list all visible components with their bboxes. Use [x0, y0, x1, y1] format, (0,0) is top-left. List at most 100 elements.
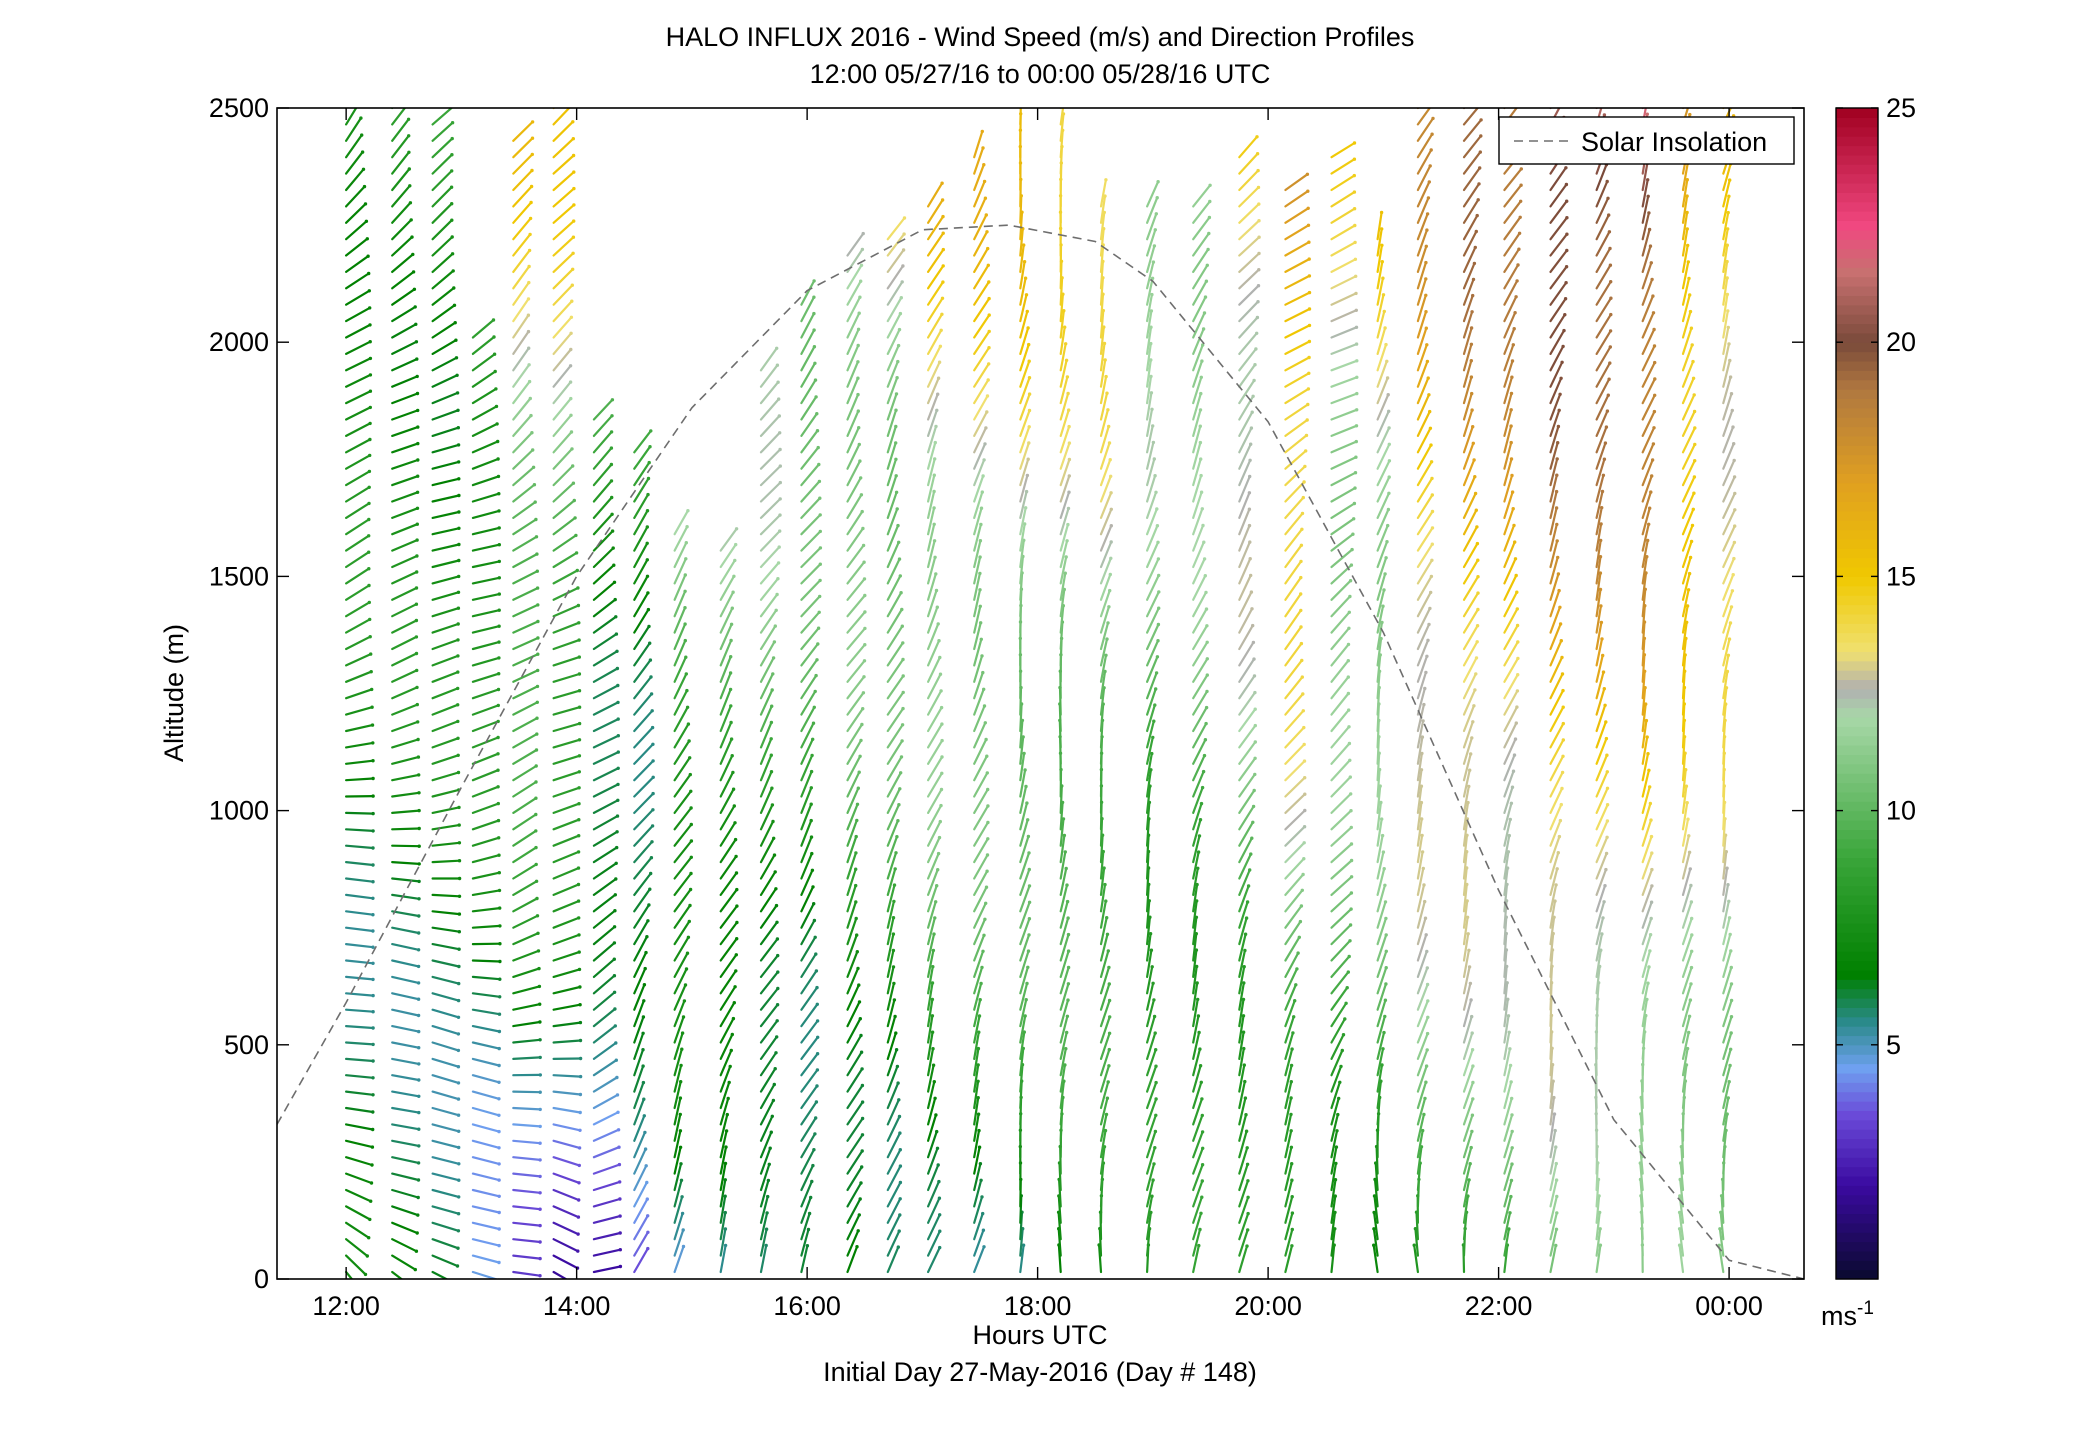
wind-vector-head — [498, 978, 501, 981]
wind-vector-head — [369, 406, 372, 409]
wind-vector-head — [572, 482, 575, 485]
wind-vector-head — [1204, 722, 1207, 725]
wind-vector-head — [1380, 244, 1383, 247]
wind-vector-head — [498, 560, 501, 563]
wind-vector-head — [902, 232, 905, 235]
colorbar-band — [1836, 623, 1878, 633]
wind-vector-head — [571, 268, 574, 271]
wind-vector-head — [371, 1110, 374, 1113]
wind-vector — [594, 784, 618, 796]
wind-vector-head — [1689, 982, 1692, 985]
wind-vector-head — [857, 344, 860, 347]
wind-vector-head — [854, 900, 857, 903]
wind-vector-head — [1355, 309, 1358, 312]
colorbar-band — [1836, 155, 1878, 165]
wind-vector-head — [859, 476, 862, 479]
wind-vector — [433, 375, 458, 386]
wind-vector-head — [457, 754, 460, 757]
wind-vector-head — [682, 1228, 685, 1231]
wind-vector-head — [538, 1142, 541, 1145]
wind-vector-head — [1388, 475, 1391, 478]
wind-vector-head — [778, 414, 781, 417]
wind-vector-head — [1510, 441, 1513, 444]
wind-vector-head — [856, 803, 859, 806]
colorbar-band — [1836, 520, 1878, 530]
wind-vector-head — [811, 1164, 814, 1167]
wind-vector-head — [577, 1198, 580, 1201]
wind-vector-head — [576, 1249, 579, 1252]
wind-vector-head — [1555, 523, 1558, 526]
wind-vector-head — [859, 1197, 862, 1200]
wind-vector — [473, 389, 496, 403]
wind-vector-head — [453, 304, 456, 307]
wind-vector-head — [1471, 425, 1474, 428]
wind-vector-head — [1205, 607, 1208, 610]
wind-vector — [513, 1223, 540, 1226]
wind-vector-head — [1426, 639, 1429, 642]
wind-vector-head — [1649, 802, 1652, 805]
wind-vector — [1239, 154, 1257, 174]
wind-vector — [513, 450, 532, 469]
wind-vector-head — [415, 570, 418, 573]
wind-vector — [513, 1092, 540, 1093]
wind-vector-head — [368, 601, 371, 604]
wind-vector-head — [1156, 524, 1159, 527]
wind-vector-head — [492, 335, 495, 338]
wind-vector — [513, 537, 536, 551]
wind-vector-head — [1201, 1163, 1204, 1166]
wind-vector-head — [417, 965, 420, 968]
wind-vector — [513, 782, 536, 797]
wind-vector — [1332, 827, 1352, 845]
wind-vector-head — [1200, 1081, 1203, 1084]
wind-vector-head — [897, 541, 900, 544]
wind-vector — [594, 1009, 615, 1026]
wind-vector — [346, 375, 370, 387]
wind-vector-head — [457, 443, 460, 446]
wind-vector — [433, 1223, 459, 1231]
wind-vector-head — [457, 948, 460, 951]
wind-vector-head — [1347, 659, 1350, 662]
wind-vector — [594, 1078, 617, 1092]
colorbar-band — [1836, 942, 1878, 952]
colorbar-band — [1836, 464, 1878, 474]
wind-vector-head — [1064, 342, 1067, 345]
wind-vector-head — [942, 264, 945, 267]
wind-vector-head — [527, 314, 530, 317]
wind-vector-head — [1066, 523, 1069, 526]
colorbar-band — [1836, 1157, 1878, 1167]
wind-vector-head — [1199, 474, 1202, 477]
wind-vector — [1332, 276, 1356, 288]
wind-vector-head — [1427, 623, 1430, 626]
wind-vector-head — [778, 513, 781, 516]
wind-vector — [473, 1092, 499, 1099]
wind-vector-head — [813, 362, 816, 365]
wind-vector-head — [1555, 474, 1558, 477]
wind-vector-head — [1246, 1163, 1249, 1166]
wind-vector-head — [494, 370, 497, 373]
wind-vector — [433, 1157, 459, 1164]
wind-vector-head — [417, 914, 420, 917]
wind-vector-head — [1295, 967, 1298, 970]
colorbar-band — [1836, 1017, 1878, 1027]
wind-vector-head — [615, 1076, 618, 1079]
wind-vector-head — [987, 264, 990, 267]
wind-vector-head — [497, 1162, 500, 1165]
wind-vector-head — [1513, 753, 1516, 756]
wind-vector — [473, 642, 499, 649]
wind-vector-head — [893, 998, 896, 1001]
wind-vector-head — [651, 792, 654, 795]
wind-vector-head — [370, 670, 373, 673]
wind-vector-head — [1257, 284, 1260, 287]
wind-vector-head — [1565, 200, 1568, 203]
wind-vector-head — [497, 625, 500, 628]
wind-vector-head — [1290, 1146, 1293, 1149]
wind-vector-head — [527, 347, 530, 350]
wind-vector-head — [1349, 579, 1352, 582]
wind-profile-column — [761, 347, 782, 1272]
wind-vector-head — [735, 871, 738, 874]
wind-vector-head — [418, 862, 421, 865]
x-tick-label: 12:00 — [312, 1291, 380, 1321]
colorbar-band — [1836, 370, 1878, 380]
wind-vector-head — [497, 640, 500, 643]
